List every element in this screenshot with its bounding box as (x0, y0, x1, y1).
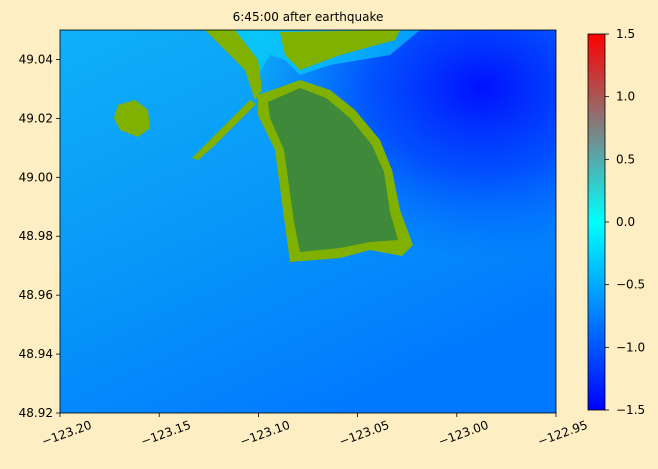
y-tick-label: 48.98 (19, 229, 53, 243)
y-tick-label: 48.94 (19, 347, 53, 361)
axes-frame (59, 29, 557, 414)
colorbar-tick-label: −1.0 (616, 340, 645, 354)
title: 6:45:00 after earthquake (233, 10, 384, 24)
colorbar-tick-label: −0.5 (616, 278, 645, 292)
y-tick-label: 48.92 (19, 406, 53, 420)
x-tick-label: −122.95 (536, 418, 590, 449)
y-tick-label: 48.96 (19, 288, 53, 302)
x-tick-label: −123.20 (40, 418, 94, 449)
map-raster (60, 30, 556, 413)
x-tick-label: −123.15 (139, 418, 193, 449)
colorbar-tick-label: 1.5 (616, 27, 635, 41)
x-tick-label: −123.05 (337, 418, 391, 449)
colorbar-tick-label: −1.5 (616, 403, 645, 417)
y-tick-label: 49.00 (19, 170, 53, 184)
colorbar (587, 33, 606, 411)
x-tick-label: −123.10 (238, 418, 292, 449)
colorbar-tick-label: 0.5 (616, 152, 635, 166)
y-tick-label: 49.02 (19, 111, 53, 125)
y-tick-label: 49.04 (19, 52, 53, 66)
colorbar-tick-label: 0.0 (616, 215, 635, 229)
x-tick-label: −123.00 (437, 418, 491, 449)
colorbar-tick-label: 1.0 (616, 90, 635, 104)
